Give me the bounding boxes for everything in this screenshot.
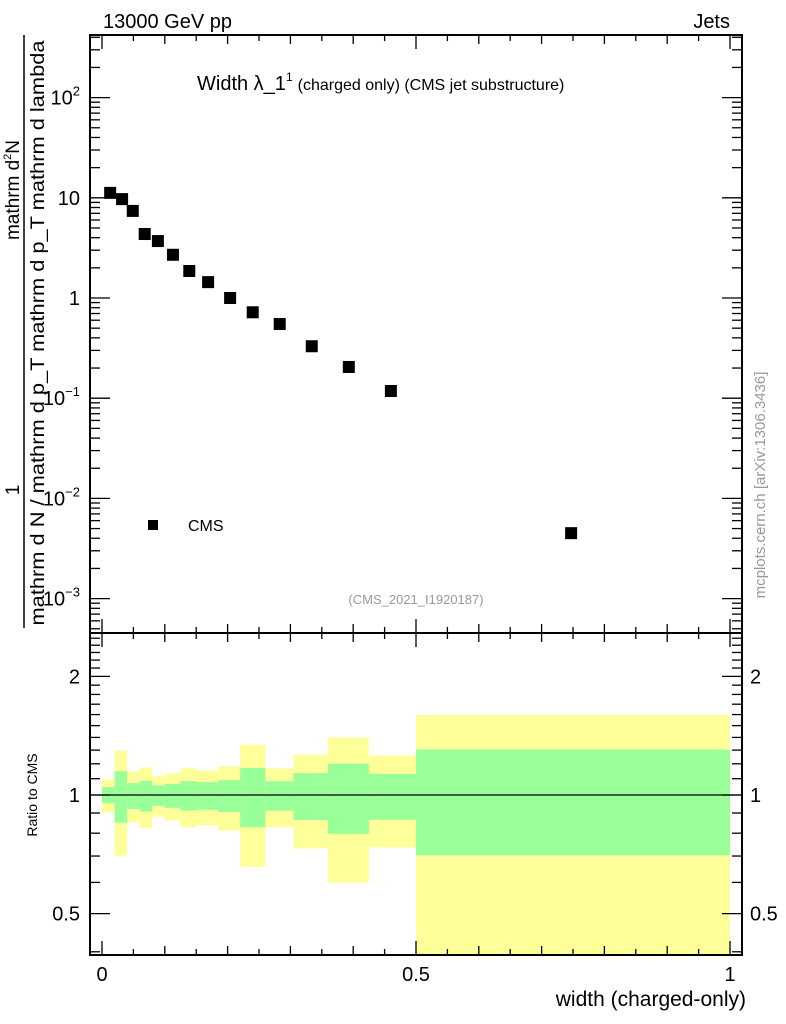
data-point <box>166 248 179 261</box>
title-main: Width λ_1 <box>197 73 286 95</box>
axis-ticks <box>90 35 742 955</box>
data-point <box>384 384 397 397</box>
ylabel-denominator: mathrm d N / mathrm d p_T mathrm d p_T m… <box>28 40 49 625</box>
y-tick-label: 10−2 <box>43 484 80 510</box>
data-point <box>305 340 318 353</box>
data-point <box>104 186 117 199</box>
green-band-bin <box>265 781 294 811</box>
title-rest: (charged only) (CMS jet substructure) <box>298 77 565 94</box>
green-band-bin <box>180 781 197 811</box>
svg-text:mathrm d2N: mathrm d2N <box>2 140 24 240</box>
header-right: Jets <box>693 11 730 33</box>
y-tick-label: 102 <box>51 84 80 110</box>
data-point <box>246 306 259 319</box>
y-tick-label: 1 <box>69 288 80 310</box>
y-axis-label: mathrm d2N 1 mathrm d N / mathrm d p_T m… <box>2 35 49 628</box>
data-point <box>342 360 355 373</box>
green-band-bin <box>368 773 416 820</box>
ylabel-numerator: mathrm d <box>3 160 24 240</box>
y-tick-label: 10 <box>58 188 80 210</box>
green-band-bin <box>114 771 128 823</box>
ratio-bands <box>102 714 730 955</box>
analysis-watermark: (CMS_2021_I1920187) <box>348 592 483 607</box>
green-band-bin <box>164 784 181 808</box>
ylabel-one: 1 <box>3 485 24 496</box>
ratio-y-tick-label-right: 2 <box>750 666 761 688</box>
data-point <box>224 292 237 304</box>
ratio-y-tick-label: 1 <box>69 785 80 807</box>
ratio-panel-frame <box>89 632 743 956</box>
green-band-bin <box>218 780 241 813</box>
data-point <box>116 193 129 206</box>
green-band-bin <box>196 782 219 810</box>
ratio-y-tick-label-right: 0.5 <box>750 904 778 926</box>
ratio-y-tick-label: 2 <box>69 666 80 688</box>
y-tick-label: 10−1 <box>43 384 80 410</box>
main-panel-frame <box>89 34 743 634</box>
data-points <box>104 186 578 540</box>
x-tick-label: 0 <box>96 964 107 986</box>
x-axis-label: width (charged-only) <box>555 988 746 1011</box>
green-band-bin <box>328 763 369 834</box>
chart-title: Width λ_11 (charged only) (CMS jet substr… <box>197 70 564 95</box>
data-point <box>151 235 164 248</box>
data-point <box>273 318 286 331</box>
data-point <box>138 228 151 241</box>
header-left: 13000 GeV pp <box>103 11 232 33</box>
title-sup: 1 <box>286 70 293 84</box>
ratio-y-tick-label: 0.5 <box>52 904 80 926</box>
y-tick-label: 10−3 <box>43 585 80 611</box>
tick-labels: 0 0.5 1 10−3 10−2 10−1 1 10 102 0.5 0.5 1 1 2 2 <box>43 84 778 986</box>
green-band-bin <box>416 749 730 856</box>
data-point <box>202 276 215 289</box>
side-label: mcplots.cern.ch [arXiv:1306.3436] <box>752 372 769 599</box>
legend-marker-cms <box>148 520 158 530</box>
x-tick-label: 1 <box>724 964 735 986</box>
x-tick-label: 0.5 <box>402 964 430 986</box>
green-band-bin <box>127 783 140 809</box>
legend-label-cms: CMS <box>188 518 224 535</box>
green-band-bin <box>240 767 266 828</box>
ylabel-numerator-n: N <box>3 140 24 154</box>
ratio-y-label: Ratio to CMS <box>24 753 40 836</box>
data-point <box>126 204 139 217</box>
ylabel-numerator-sup: 2 <box>2 154 14 160</box>
green-band-bin <box>152 785 165 806</box>
data-point <box>183 264 196 277</box>
green-band-bin <box>139 780 153 812</box>
green-band-bin <box>293 773 329 821</box>
legend: CMS <box>148 518 224 535</box>
data-point <box>565 527 578 540</box>
ratio-y-tick-label-right: 1 <box>750 785 761 807</box>
